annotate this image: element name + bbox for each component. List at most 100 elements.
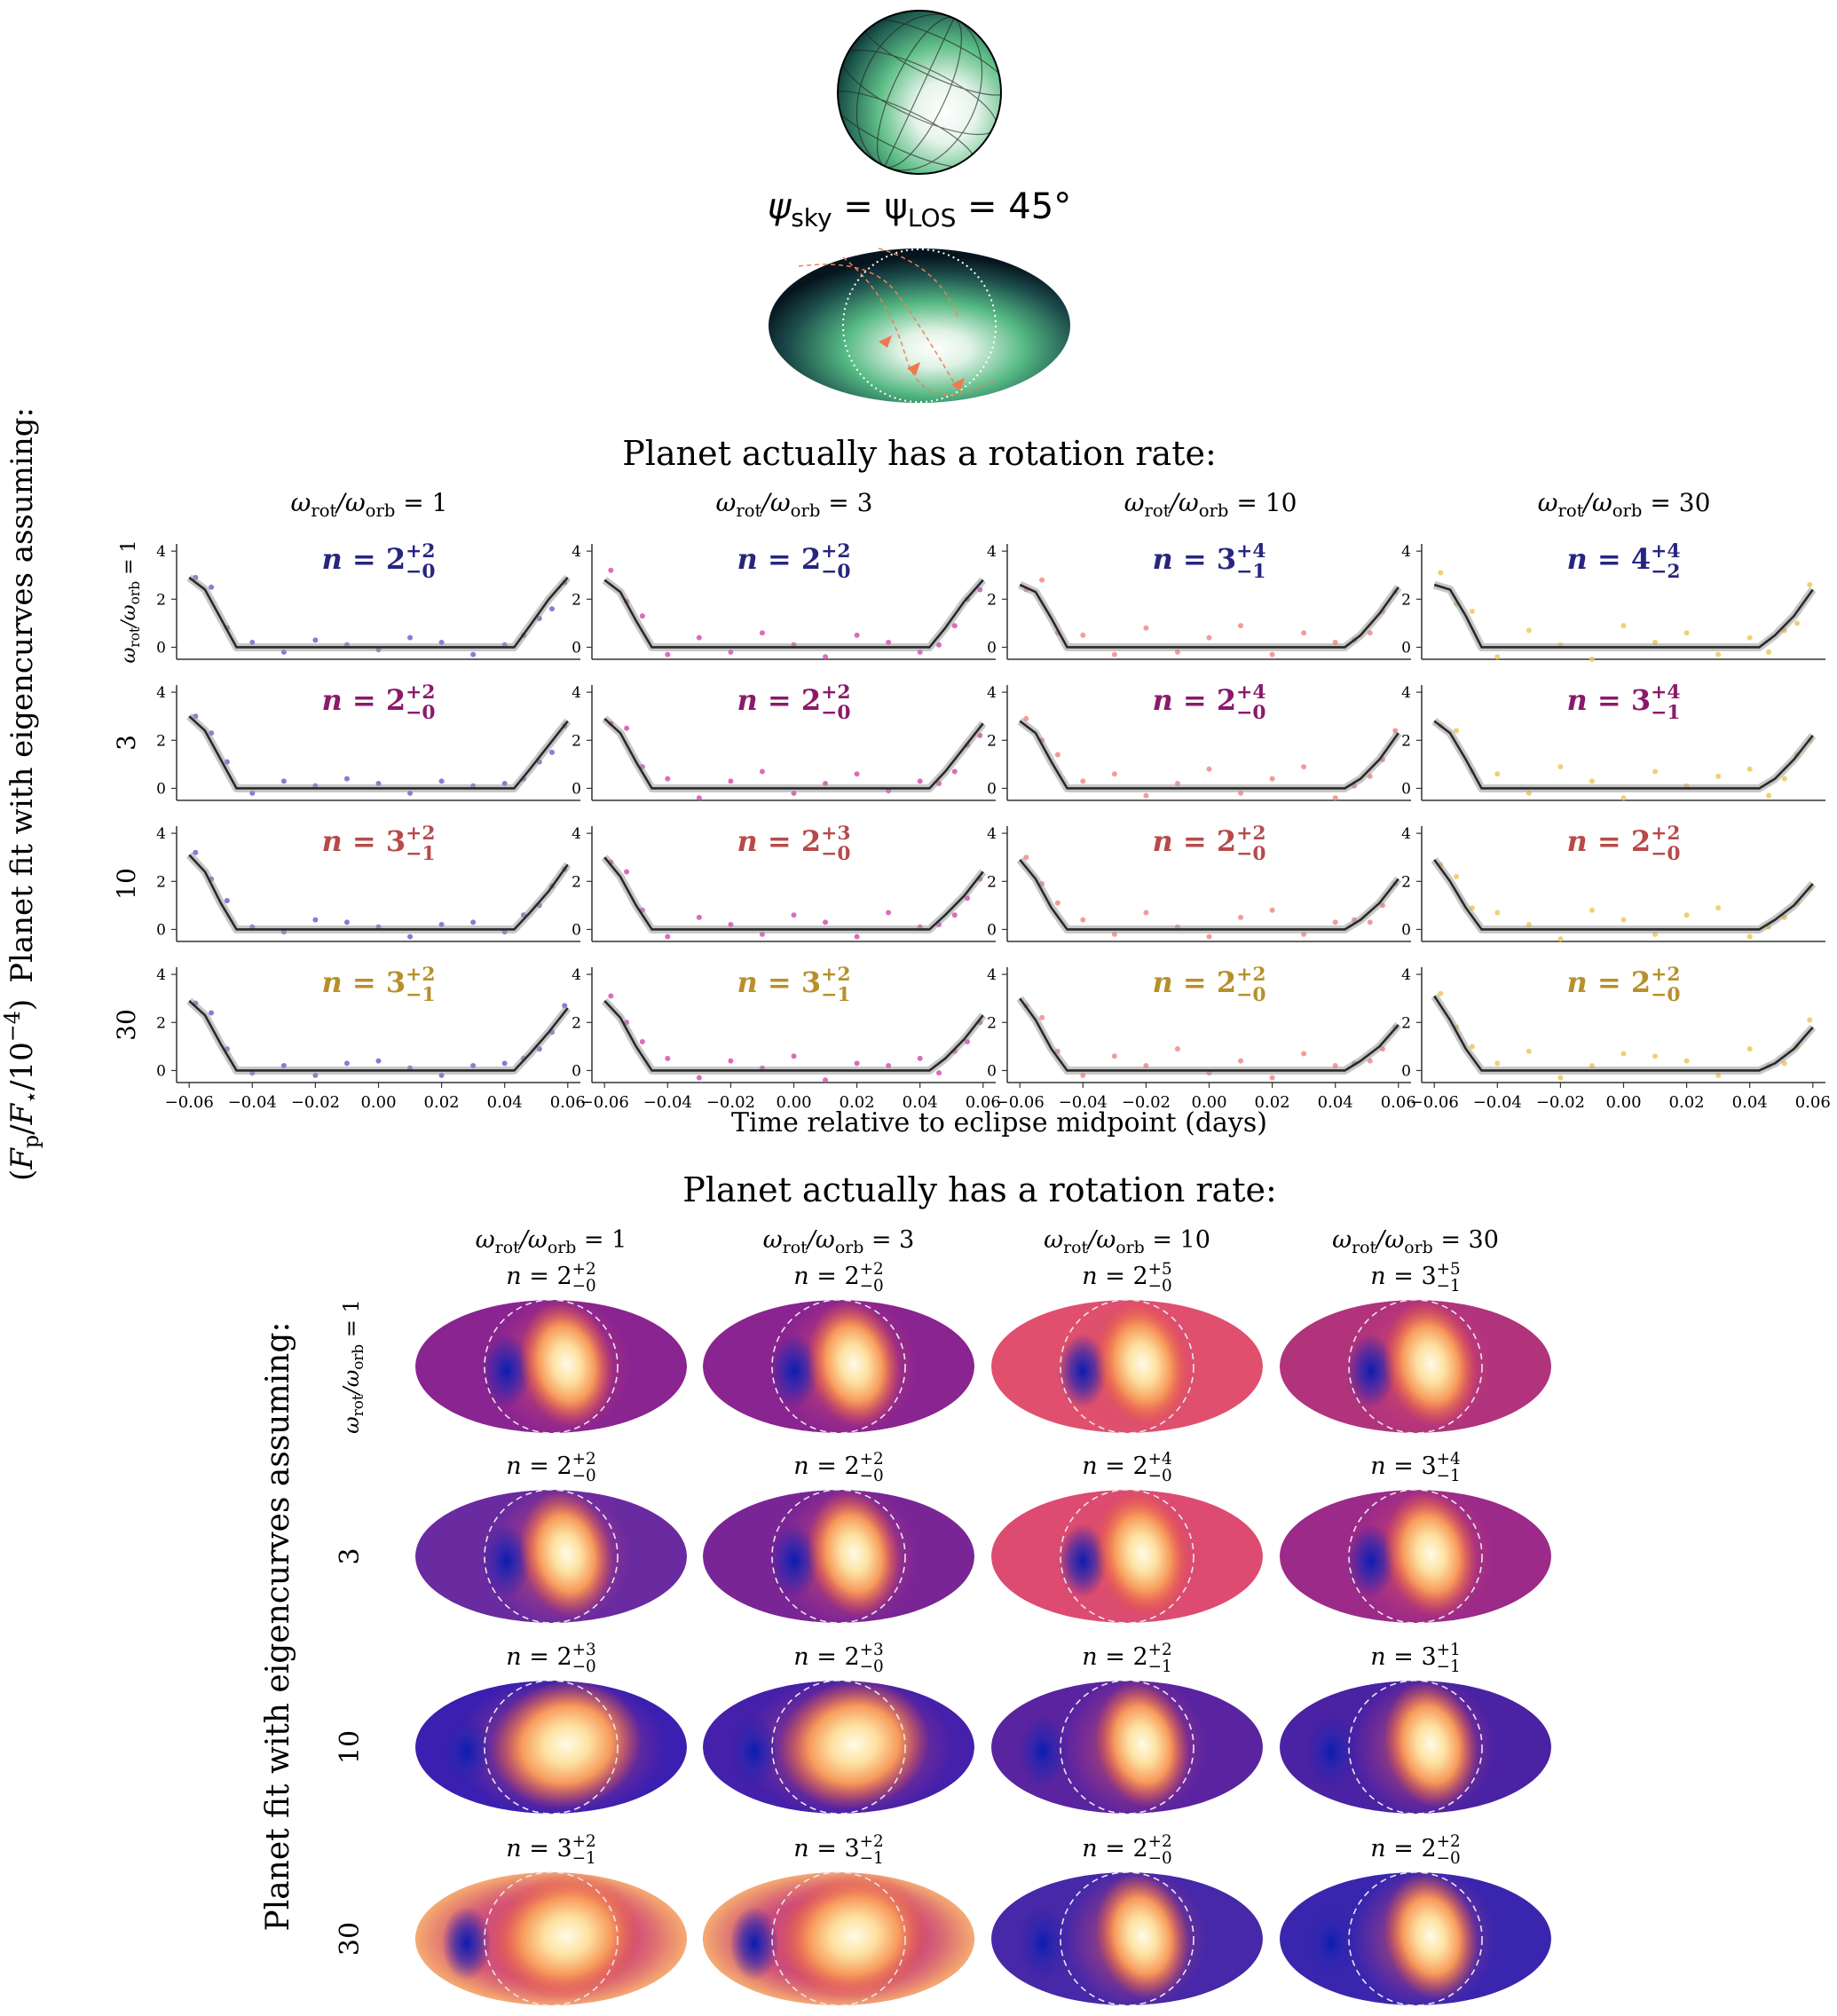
data-point xyxy=(1238,914,1244,920)
model-curve xyxy=(1433,720,1814,790)
data-point xyxy=(1715,773,1722,779)
map-cold xyxy=(729,1906,779,1981)
text-part: −0 xyxy=(860,1658,884,1676)
data-point xyxy=(407,634,414,641)
text-part: = xyxy=(1433,1226,1469,1254)
text-part: = ψ xyxy=(832,186,908,227)
column-header: ωrot/ωorb = 30 xyxy=(1538,488,1711,521)
text-part: ω xyxy=(1332,1226,1352,1254)
n-label: n = 3+2 −1 xyxy=(506,1832,595,1868)
data-point xyxy=(886,910,892,916)
text-part: rot xyxy=(1063,1238,1088,1257)
map xyxy=(703,1872,974,2005)
data-point xyxy=(1269,907,1275,913)
data-point xyxy=(1206,933,1212,940)
text-part: +4 xyxy=(1437,1450,1461,1469)
y-tick-label: 4 xyxy=(987,684,997,702)
data-point xyxy=(1039,1014,1045,1020)
map-row-label: 30 xyxy=(335,1922,366,1956)
data-point xyxy=(1715,651,1722,658)
data-point xyxy=(854,771,860,777)
text-part: +2 xyxy=(1651,823,1680,845)
x-tick-label: 0.00 xyxy=(1191,1093,1226,1112)
text-part: +2 xyxy=(406,540,435,563)
model-curve xyxy=(1433,859,1814,931)
map-disk xyxy=(1060,1680,1194,1815)
text-part: 10 xyxy=(1180,1226,1210,1254)
data-point xyxy=(1111,1053,1117,1059)
data-point xyxy=(1746,634,1753,641)
text-part: +2 xyxy=(860,1450,884,1469)
text-part: 2 xyxy=(801,542,821,576)
text-part: 2 xyxy=(556,1263,572,1290)
map-disk xyxy=(1060,1871,1194,2006)
data-point xyxy=(438,778,445,784)
y-tick-label: 4 xyxy=(156,825,166,843)
map-disk xyxy=(1348,1680,1483,1815)
map-disk xyxy=(771,1680,906,1815)
text-part: rot xyxy=(783,1238,808,1257)
map-hot xyxy=(1384,1681,1478,1808)
text-part: 2 xyxy=(1631,965,1651,999)
n-label: n = 2+2 −0 xyxy=(793,1450,883,1485)
n-label: n = 3+1 −1 xyxy=(1370,1641,1460,1676)
text-part: = xyxy=(863,1226,899,1254)
x-tick-label: 0.02 xyxy=(1255,1093,1290,1112)
map-cold xyxy=(482,1524,532,1598)
data-point xyxy=(1494,654,1501,660)
text-part: n = xyxy=(1567,824,1631,858)
y-axis-label: (Fp/F⋆/10−4)Planet fit with eigencurves … xyxy=(0,407,43,1181)
y-tick-label: 4 xyxy=(1401,825,1411,843)
y-tick-label: 0 xyxy=(1401,780,1411,798)
map-hot xyxy=(807,1300,902,1428)
text-part: ω xyxy=(1044,1226,1063,1254)
text-part: LOS xyxy=(908,203,956,232)
map-column-header: ωrot/ωorb = 3 xyxy=(763,1226,915,1257)
text-part: /ω xyxy=(805,1226,835,1254)
model-curve xyxy=(1433,995,1814,1072)
text-part: 10 xyxy=(335,1730,366,1764)
globe xyxy=(837,10,1002,175)
data-point xyxy=(1039,577,1045,583)
data-point xyxy=(1301,764,1307,770)
y-tick-label: 2 xyxy=(987,1014,997,1032)
data-point xyxy=(823,654,829,660)
y-tick-label: 0 xyxy=(156,921,166,939)
text-part: +2 xyxy=(406,823,435,845)
map-cold xyxy=(1346,1524,1396,1598)
text-part: /ω xyxy=(1581,488,1612,517)
text-part: F xyxy=(4,1147,40,1170)
text-part: n = xyxy=(1082,1453,1132,1480)
data-point xyxy=(549,749,556,755)
data-point xyxy=(1683,1058,1690,1064)
text-part: n = xyxy=(506,1453,556,1480)
text-part: 2 xyxy=(1132,1643,1147,1671)
map xyxy=(991,1681,1263,1814)
text-part: n = xyxy=(793,1643,844,1671)
data-point xyxy=(1683,912,1690,918)
text-part: = xyxy=(339,1312,364,1343)
data-point xyxy=(791,912,797,918)
data-point xyxy=(823,919,829,925)
text-part: n = xyxy=(737,965,801,999)
text-part: = 45° xyxy=(956,186,1071,227)
row-title: Planet fit with eigencurves assuming: xyxy=(4,407,40,983)
text-part: n = xyxy=(737,683,801,717)
text-part: +4 xyxy=(1236,540,1265,563)
text-part: rot xyxy=(495,1238,520,1257)
text-part: −0 xyxy=(1236,702,1265,724)
map-disk xyxy=(1348,1299,1483,1434)
n-label: n = 2+2 −0 xyxy=(1082,1832,1171,1868)
text-part: n = xyxy=(506,1835,556,1862)
y-tick-label: 4 xyxy=(1401,543,1411,561)
data-point xyxy=(639,1038,645,1044)
text-part: /ω xyxy=(118,604,140,628)
data-point xyxy=(209,1010,215,1016)
mollweide-map xyxy=(769,248,1070,403)
y-tick-label: 2 xyxy=(156,873,166,891)
text-part: −1 xyxy=(821,984,850,1006)
x-tick-label: −0.02 xyxy=(1122,1093,1171,1112)
data-point xyxy=(1301,630,1307,636)
map-hot xyxy=(1095,1300,1190,1428)
map-title: Planet actually has a rotation rate: xyxy=(682,1170,1277,1209)
